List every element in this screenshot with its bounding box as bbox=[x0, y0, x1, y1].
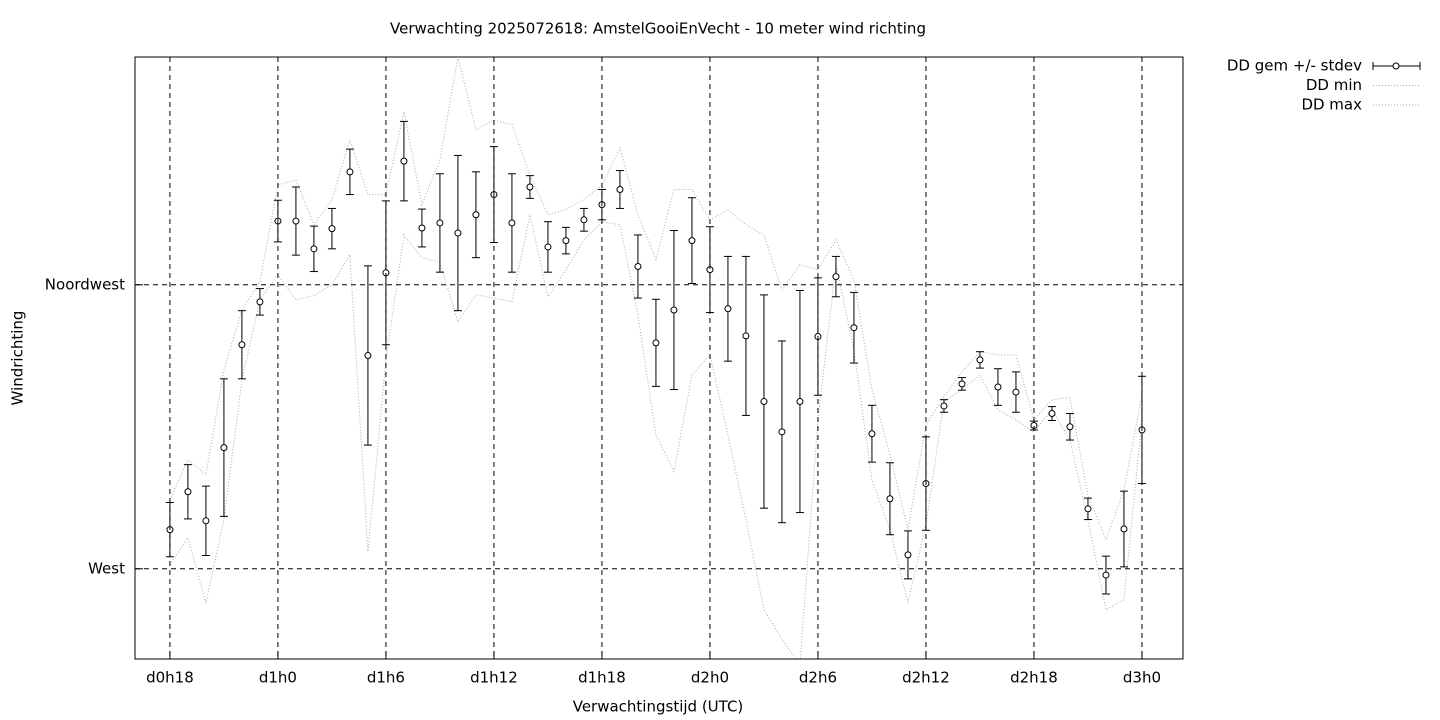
point bbox=[526, 183, 534, 191]
plot-frame bbox=[134, 56, 1184, 660]
point bbox=[256, 298, 264, 306]
x-tick-label: d1h12 bbox=[470, 669, 518, 687]
point bbox=[616, 186, 624, 194]
point bbox=[688, 237, 696, 245]
point bbox=[940, 402, 948, 410]
x-tick-label: d2h6 bbox=[799, 669, 837, 687]
y-axis-label: Windrichting bbox=[9, 311, 27, 406]
point bbox=[220, 444, 228, 452]
point bbox=[1102, 571, 1110, 579]
point bbox=[454, 229, 462, 237]
point bbox=[328, 225, 336, 233]
point bbox=[958, 380, 966, 388]
point bbox=[310, 245, 318, 253]
y-tick-label: Noordwest bbox=[45, 275, 125, 293]
point bbox=[670, 306, 678, 314]
point bbox=[1066, 423, 1074, 431]
point bbox=[418, 224, 426, 232]
x-tick-label: d1h6 bbox=[367, 669, 405, 687]
series-line bbox=[169, 214, 1143, 659]
x-tick-label: d2h18 bbox=[1010, 669, 1058, 687]
point bbox=[796, 398, 804, 406]
point bbox=[292, 217, 300, 225]
point bbox=[1084, 505, 1092, 513]
legend-label: DD min bbox=[1306, 76, 1362, 94]
point bbox=[868, 430, 876, 438]
y-tick-label: West bbox=[88, 559, 125, 577]
point bbox=[346, 168, 354, 176]
point bbox=[724, 305, 732, 313]
point bbox=[778, 428, 786, 436]
point bbox=[508, 219, 516, 227]
x-tick-label: d2h0 bbox=[691, 669, 729, 687]
point bbox=[472, 211, 480, 219]
point bbox=[1120, 525, 1128, 533]
point bbox=[850, 324, 858, 332]
x-tick-label: d2h12 bbox=[902, 669, 950, 687]
point bbox=[184, 488, 192, 496]
point bbox=[904, 551, 912, 559]
point bbox=[634, 263, 642, 271]
point bbox=[742, 332, 750, 340]
plot-area bbox=[165, 57, 1146, 659]
point bbox=[886, 495, 894, 503]
x-axis-label: Verwachtingstijd (UTC) bbox=[573, 698, 744, 716]
legend-label: DD gem +/- stdev bbox=[1227, 57, 1362, 75]
x-tick-label: d0h18 bbox=[146, 669, 194, 687]
point bbox=[562, 237, 570, 245]
point bbox=[1012, 388, 1020, 396]
legend-swatch bbox=[1392, 62, 1400, 70]
series-line bbox=[169, 57, 1143, 542]
x-tick-label: d1h0 bbox=[259, 669, 297, 687]
point bbox=[544, 243, 552, 251]
point bbox=[832, 273, 840, 281]
point bbox=[400, 157, 408, 165]
legend-label: DD max bbox=[1301, 96, 1362, 114]
point bbox=[238, 341, 246, 349]
x-tick-label: d1h18 bbox=[578, 669, 626, 687]
chart-title: Verwachting 2025072618: AmstelGooiEnVech… bbox=[390, 20, 926, 38]
point bbox=[760, 398, 768, 406]
point bbox=[364, 351, 372, 359]
point bbox=[580, 216, 588, 224]
x-tick-label: d3h0 bbox=[1123, 669, 1161, 687]
point bbox=[652, 339, 660, 347]
point bbox=[976, 356, 984, 364]
point bbox=[994, 383, 1002, 391]
point bbox=[436, 219, 444, 227]
point bbox=[202, 517, 210, 525]
point bbox=[1048, 410, 1056, 418]
